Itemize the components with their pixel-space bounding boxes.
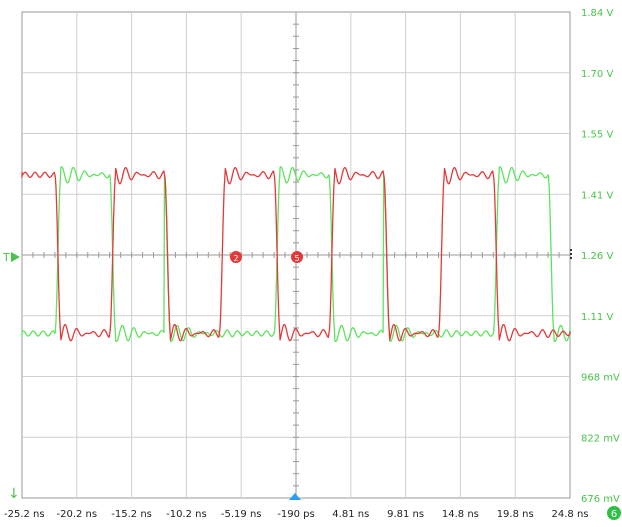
y-axis-labels: 1.84 V 1.70 V 1.55 V 1.41 V 1.26 V 1.11 V 968 … (581, 8, 620, 505)
x-tick-label: -25.2 ns (4, 509, 45, 520)
x-tick-label: 9.81 ns (387, 509, 424, 520)
cursor-b-badge (291, 251, 303, 263)
trace-line-1 (21, 166, 571, 343)
x-tick-label: -190 ps (277, 509, 314, 520)
y-tick-label: 1.70 V (581, 69, 613, 80)
x-tick-label: 24.8 ns (552, 509, 589, 520)
y-tick-label: 1.11 V (581, 312, 613, 323)
traces (21, 166, 571, 343)
cursor-b[interactable]: 5 (291, 251, 303, 263)
x-axis-labels: -25.2 ns -20.2 ns -15.2 ns -10.2 ns -5.19 ns… (4, 509, 589, 520)
cursor-a-label: 2 (233, 254, 238, 263)
trigger-position-icon[interactable] (289, 493, 301, 500)
y-tick-label: 1.26 V (581, 251, 613, 262)
x-tick-label: -5.19 ns (221, 509, 262, 520)
cursor-a-badge (230, 251, 242, 263)
x-tick-label: -20.2 ns (56, 509, 97, 520)
channel-badge-label: 6 (611, 509, 617, 520)
y-tick-label: 1.84 V (581, 8, 613, 19)
y-tick-label: 1.55 V (581, 130, 613, 141)
x-tick-label: 14.8 ns (442, 509, 479, 520)
cursor-a[interactable]: 2 (230, 251, 242, 263)
trigger-level-marker[interactable]: T (2, 251, 20, 264)
cursor-b-label: 5 (294, 254, 299, 263)
x-tick-label: -15.2 ns (111, 509, 152, 520)
x-tick-label: -10.2 ns (166, 509, 207, 520)
x-tick-label: 4.81 ns (332, 509, 369, 520)
y-tick-label: 676 mV (581, 494, 620, 505)
trace-line-2 (21, 166, 571, 342)
y-tick-label: 822 mV (581, 433, 620, 444)
trigger-level-label: T (2, 251, 10, 264)
channel-badge[interactable]: 6 (607, 506, 621, 520)
trigger-arrow-icon (11, 252, 20, 262)
y-tick-label: 1.41 V (581, 190, 613, 201)
channel-badge-icon (607, 506, 621, 520)
x-tick-label: 19.8 ns (497, 509, 534, 520)
y-tick-label: 968 mV (581, 373, 620, 384)
ground-marker-icon[interactable]: ↓ (8, 486, 20, 502)
